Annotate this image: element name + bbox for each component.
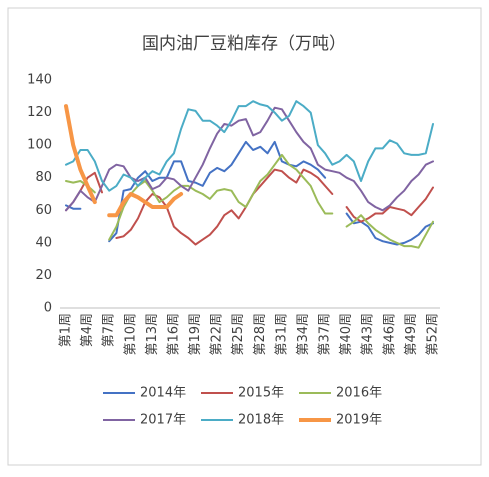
legend-label: 2015年 — [238, 386, 284, 401]
x-tick-label: 第7周 — [102, 313, 117, 347]
x-tick-label: 第4周 — [80, 313, 95, 347]
x-tick-label: 第28周 — [253, 313, 268, 356]
x-tick-label: 第13周 — [145, 313, 160, 356]
y-tick-label: 80 — [35, 170, 52, 185]
chart-frame — [7, 7, 482, 466]
series-line — [65, 106, 434, 212]
legend-label: 2017年 — [140, 413, 186, 428]
y-tick-label: 120 — [27, 105, 52, 120]
x-tick-label: 第40周 — [339, 313, 354, 356]
y-tick-label: 20 — [35, 268, 52, 283]
series-line — [65, 100, 434, 192]
x-tick-label: 第19周 — [188, 313, 203, 356]
y-tick-label: 60 — [35, 203, 52, 218]
legend-label: 2018年 — [238, 413, 284, 428]
x-tick-label: 第22周 — [210, 313, 225, 356]
x-tick-label: 第46周 — [382, 313, 397, 356]
x-tick-label: 第16周 — [166, 313, 181, 356]
legend-label: 2016年 — [336, 386, 382, 401]
x-tick-label: 第34周 — [296, 313, 311, 356]
y-tick-label: 100 — [27, 138, 52, 153]
y-tick-label: 40 — [35, 235, 52, 250]
series-line — [64, 104, 184, 218]
x-tick-label: 第31周 — [274, 313, 289, 356]
chart-title: 国内油厂豆粕库存（万吨） — [142, 34, 346, 54]
x-tick-label: 第25周 — [231, 313, 246, 356]
x-tick-label: 第37周 — [318, 313, 333, 356]
y-tick-label: 0 — [44, 301, 52, 316]
legend-label: 2019年 — [336, 413, 382, 428]
x-tick-label: 第49周 — [404, 313, 419, 356]
y-tick-label: 140 — [27, 73, 52, 88]
legend-label: 2014年 — [140, 386, 186, 401]
x-tick-label: 第43周 — [361, 313, 376, 356]
x-tick-label: 第52周 — [426, 313, 441, 356]
x-tick-label: 第10周 — [123, 313, 138, 356]
x-tick-label: 第1周 — [59, 313, 74, 347]
